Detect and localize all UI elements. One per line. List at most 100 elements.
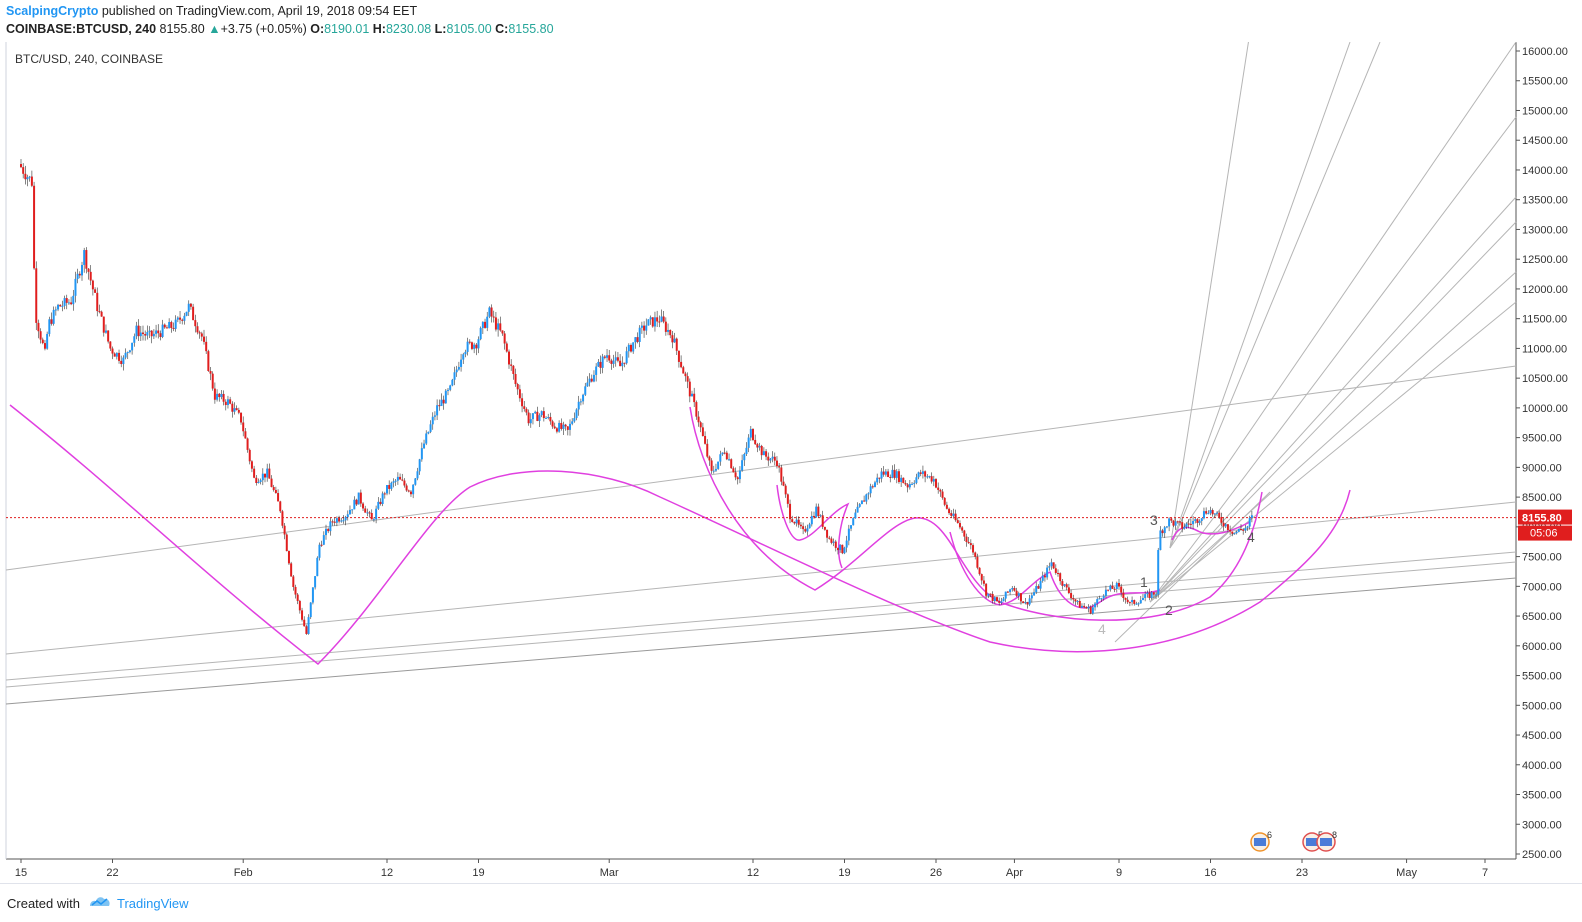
candle-down bbox=[1037, 586, 1040, 589]
candle-up bbox=[431, 416, 434, 425]
event-marker-2[interactable]: 5 8 bbox=[1302, 830, 1337, 852]
candle-down bbox=[89, 271, 92, 281]
candle-up bbox=[133, 336, 136, 343]
candle-down bbox=[279, 501, 282, 512]
trend-line bbox=[5, 551, 1517, 681]
candle-down bbox=[1220, 517, 1223, 523]
candle-up bbox=[220, 393, 223, 398]
candle-down bbox=[817, 506, 820, 517]
candle-up bbox=[52, 309, 55, 324]
candle-down bbox=[409, 491, 412, 495]
candle-up bbox=[569, 423, 571, 430]
candle-down bbox=[566, 426, 569, 430]
candle-up bbox=[444, 390, 447, 404]
candle-down bbox=[684, 373, 687, 377]
candle-up bbox=[261, 473, 264, 481]
candle-up bbox=[625, 351, 628, 364]
candle-down bbox=[706, 443, 709, 457]
candle-down bbox=[405, 485, 408, 491]
candle-up bbox=[433, 415, 436, 417]
x-tick-label: 26 bbox=[930, 867, 942, 879]
candle-up bbox=[869, 486, 872, 494]
candle-down bbox=[87, 268, 90, 272]
fan-line bbox=[1169, 42, 1249, 549]
chart-canvas[interactable]: BTC/USD, 240, COINBASE 16000.0015500.001… bbox=[0, 42, 1582, 883]
candle-up bbox=[161, 324, 164, 337]
candle-down bbox=[980, 574, 983, 581]
candle-up bbox=[647, 319, 650, 326]
candle-up bbox=[226, 399, 229, 406]
candle-down bbox=[1118, 582, 1120, 587]
candle-up bbox=[847, 528, 850, 541]
candle-up bbox=[545, 417, 548, 419]
candle-up bbox=[531, 413, 534, 420]
candle-down bbox=[224, 401, 227, 406]
candle-down bbox=[889, 476, 892, 478]
candle-down bbox=[1022, 601, 1025, 603]
candle-up bbox=[176, 317, 179, 320]
candle-up bbox=[63, 298, 66, 306]
candle-up bbox=[61, 305, 64, 307]
y-tick-label: 7500.00 bbox=[1522, 552, 1562, 564]
candle-up bbox=[926, 476, 929, 478]
y-tick-label: 12000.00 bbox=[1522, 284, 1568, 296]
candle-up bbox=[771, 456, 774, 459]
candle-down bbox=[283, 525, 286, 535]
candle-up bbox=[762, 451, 765, 456]
candle-up bbox=[691, 393, 693, 397]
candle-up bbox=[743, 453, 746, 461]
candle-down bbox=[965, 536, 968, 542]
candle-up bbox=[640, 325, 643, 328]
candle-down bbox=[338, 518, 341, 522]
candle-up bbox=[357, 492, 360, 505]
candle-down bbox=[222, 393, 225, 402]
candle-up bbox=[632, 342, 635, 352]
candle-up bbox=[311, 587, 314, 603]
candle-down bbox=[677, 350, 680, 362]
event-marker-1[interactable]: 6 bbox=[1250, 830, 1272, 852]
candle-down bbox=[821, 515, 824, 527]
small-arc-3 bbox=[1171, 521, 1251, 541]
chart-header: ScalpingCrypto published on TradingView.… bbox=[0, 0, 1582, 43]
candle-up bbox=[1104, 589, 1107, 596]
candle-down bbox=[268, 468, 271, 479]
y-tick-label: 10500.00 bbox=[1522, 373, 1568, 385]
candle-up bbox=[329, 521, 332, 532]
y-tick-label: 3000.00 bbox=[1522, 819, 1562, 831]
candle-down bbox=[298, 600, 301, 611]
candle-down bbox=[1211, 510, 1214, 515]
change-up-icon: ▲ bbox=[208, 22, 221, 36]
candle-down bbox=[948, 508, 951, 514]
candle-down bbox=[1120, 586, 1123, 593]
mid-arc bbox=[689, 406, 1263, 621]
candle-up bbox=[601, 356, 604, 368]
event-count: 8 bbox=[1332, 830, 1337, 840]
candle-up bbox=[26, 177, 29, 180]
candle-down bbox=[590, 378, 593, 382]
candle-down bbox=[401, 479, 404, 481]
candle-up bbox=[858, 504, 861, 507]
candle-up bbox=[216, 393, 219, 400]
author-link[interactable]: ScalpingCrypto bbox=[6, 4, 99, 18]
candle-up bbox=[429, 424, 432, 432]
candle-down bbox=[501, 330, 504, 334]
candle-up bbox=[351, 509, 354, 511]
y-tick-label: 12500.00 bbox=[1522, 254, 1568, 266]
candle-down bbox=[181, 319, 184, 321]
change-value: +3.75 (+0.05%) bbox=[220, 22, 307, 36]
candle-up bbox=[353, 499, 356, 510]
candle-up bbox=[540, 411, 543, 416]
candle-down bbox=[941, 491, 944, 498]
candle-down bbox=[1059, 573, 1062, 582]
candle-up bbox=[390, 482, 393, 489]
candle-up bbox=[122, 357, 125, 365]
candle-down bbox=[1176, 521, 1179, 523]
low-value: 8105.00 bbox=[446, 22, 492, 36]
tradingview-logo-icon[interactable] bbox=[88, 894, 112, 910]
countdown-badge-text: 05:06 bbox=[1530, 528, 1558, 540]
candle-up bbox=[660, 316, 663, 322]
candle-down bbox=[780, 467, 783, 482]
tradingview-brand-link[interactable]: TradingView bbox=[117, 896, 189, 911]
candle-down bbox=[651, 317, 654, 327]
y-tick-label: 15000.00 bbox=[1522, 105, 1568, 117]
